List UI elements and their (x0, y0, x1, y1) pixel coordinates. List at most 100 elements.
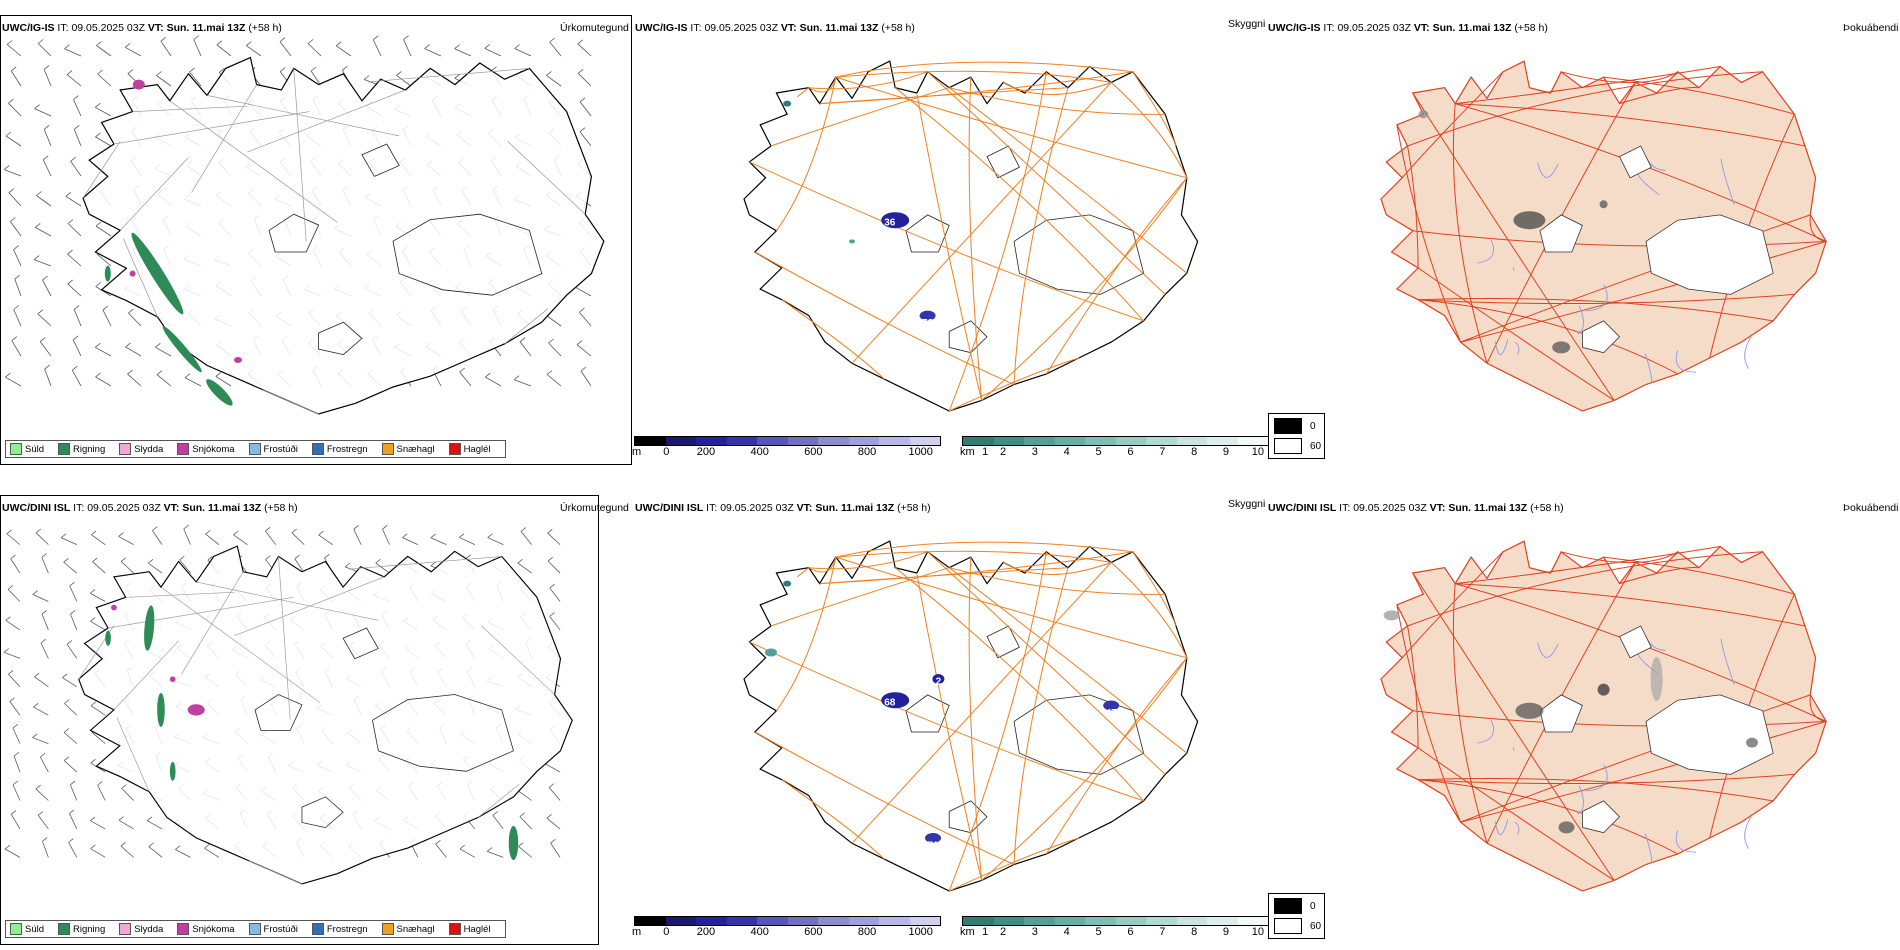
legend-label: Súld (25, 443, 45, 455)
ceiling-label: 42 (944, 318, 956, 329)
wind-barb-flag (491, 66, 497, 72)
ceiling-label: 68 (884, 698, 896, 709)
colorbar-tick: 2 (999, 926, 1007, 938)
road-line (1418, 778, 1774, 802)
legend-label: Snæhagl (396, 443, 435, 455)
wind-barb-flag (363, 75, 370, 80)
wind-barb-flag (37, 39, 44, 44)
river-line (1477, 239, 1495, 264)
wind-barb (35, 227, 52, 237)
wind-barb-flag (10, 66, 17, 72)
wind-barb (41, 613, 49, 631)
wind-barb (34, 259, 52, 267)
wind-barb (90, 705, 106, 716)
river-line (1494, 819, 1509, 836)
fog-legend-label: 0 (1310, 420, 1316, 432)
colorbar-cell (993, 917, 1024, 925)
road-line (835, 550, 1112, 563)
wind-barb (265, 530, 277, 545)
wind-barb-flag (193, 35, 200, 40)
wind-barb (127, 373, 142, 387)
wind-barb (577, 43, 592, 57)
road-line (1002, 81, 1112, 95)
wind-barb-flag (66, 640, 73, 645)
precip-legend-row2: Súld Rigning Slydda Snjókoma Frostúði Frostre… (5, 920, 506, 938)
colorbar-strip (634, 916, 941, 926)
colorbar-tick: 5 (1095, 446, 1102, 458)
road-line (754, 731, 1015, 865)
wind-barb-flag (579, 127, 586, 133)
wind-barb-flag (189, 67, 195, 73)
colorbar-cell (1024, 437, 1055, 445)
cloud-map-row2: 2 68 71 47 (743, 540, 1199, 892)
glacier-outline (301, 796, 344, 829)
wind-barb (69, 813, 78, 830)
colorbar-tick: 1 (982, 446, 989, 458)
wind-barb (375, 562, 390, 574)
wind-barb-flag (459, 533, 465, 538)
wind-barb-flag (233, 530, 239, 536)
river-line (1494, 339, 1509, 356)
wind-barb (216, 44, 232, 57)
rain-area (104, 265, 111, 282)
river-line (1644, 353, 1653, 384)
wind-barb-flag (218, 68, 225, 73)
wind-barb (11, 340, 22, 357)
river-line (1537, 162, 1559, 179)
low-ceiling-area (783, 580, 792, 587)
colorbar-tick: 800 (857, 446, 877, 458)
fog-legend-label: 60 (1310, 920, 1322, 932)
wind-barb-flag (69, 809, 75, 814)
fog-legend-swatch (1274, 418, 1302, 434)
wind-barb-flag (64, 699, 70, 704)
wind-barb-flag (35, 784, 41, 790)
wind-barb (148, 846, 163, 858)
wind-barb-flag (465, 554, 471, 559)
fog-map-row1 (1380, 60, 1827, 412)
wind-barb-flag (72, 335, 79, 341)
colorbar-strip (962, 436, 1269, 446)
fog-legend-swatch (1274, 918, 1302, 934)
wind-barb (579, 101, 592, 117)
colorbar-tick: 2 (999, 446, 1007, 458)
wind-barb (63, 732, 78, 744)
fog-area (1418, 110, 1429, 119)
colorbar-cell (1115, 917, 1146, 925)
precip-title-row2: Úrkomutegund (560, 502, 629, 514)
wind-barb-flag (549, 37, 555, 43)
road-line (248, 860, 303, 885)
wind-barb-flag (102, 305, 109, 311)
wind-barb-flag (265, 555, 271, 560)
wind-barb-flag (430, 533, 436, 539)
wind-barb (90, 848, 106, 858)
wind-barb (34, 108, 52, 117)
wind-barb-flag (335, 41, 342, 47)
wind-barb (39, 341, 52, 357)
wind-barb-flag (63, 558, 69, 563)
fog-map-row2 (1380, 540, 1827, 892)
wind-barb (43, 69, 52, 87)
cloud-title-row1: Skyggni (1228, 18, 1266, 30)
header-row2-cloud: UWC/DINI ISL IT: 09.05.2025 03Z VT: Sun.… (635, 502, 931, 514)
glacier-outline (342, 627, 379, 660)
road-line (191, 84, 257, 193)
iceland-coastline (78, 545, 573, 885)
wind-barb-flag (183, 524, 189, 530)
wind-barb-flag (246, 41, 252, 46)
legend-swatch (448, 443, 461, 455)
wind-barb-flag (60, 533, 67, 539)
wind-barb (577, 73, 592, 87)
wind-barb-flag (382, 525, 388, 530)
road-line (1132, 551, 1177, 627)
colorbar-cell (1054, 437, 1085, 445)
road-line (1452, 103, 1488, 364)
wind-barb (382, 528, 390, 545)
wind-barb (64, 48, 82, 57)
header-row1-fog: UWC/IG-IS IT: 09.05.2025 03Z VT: Sun. 11… (1268, 22, 1548, 34)
wind-barb-flag (519, 812, 525, 817)
wind-barb-flag (118, 532, 124, 537)
road-line (1396, 124, 1461, 343)
road-line (770, 567, 950, 627)
wind-barb-flag (35, 528, 42, 534)
wind-barb (514, 48, 532, 57)
